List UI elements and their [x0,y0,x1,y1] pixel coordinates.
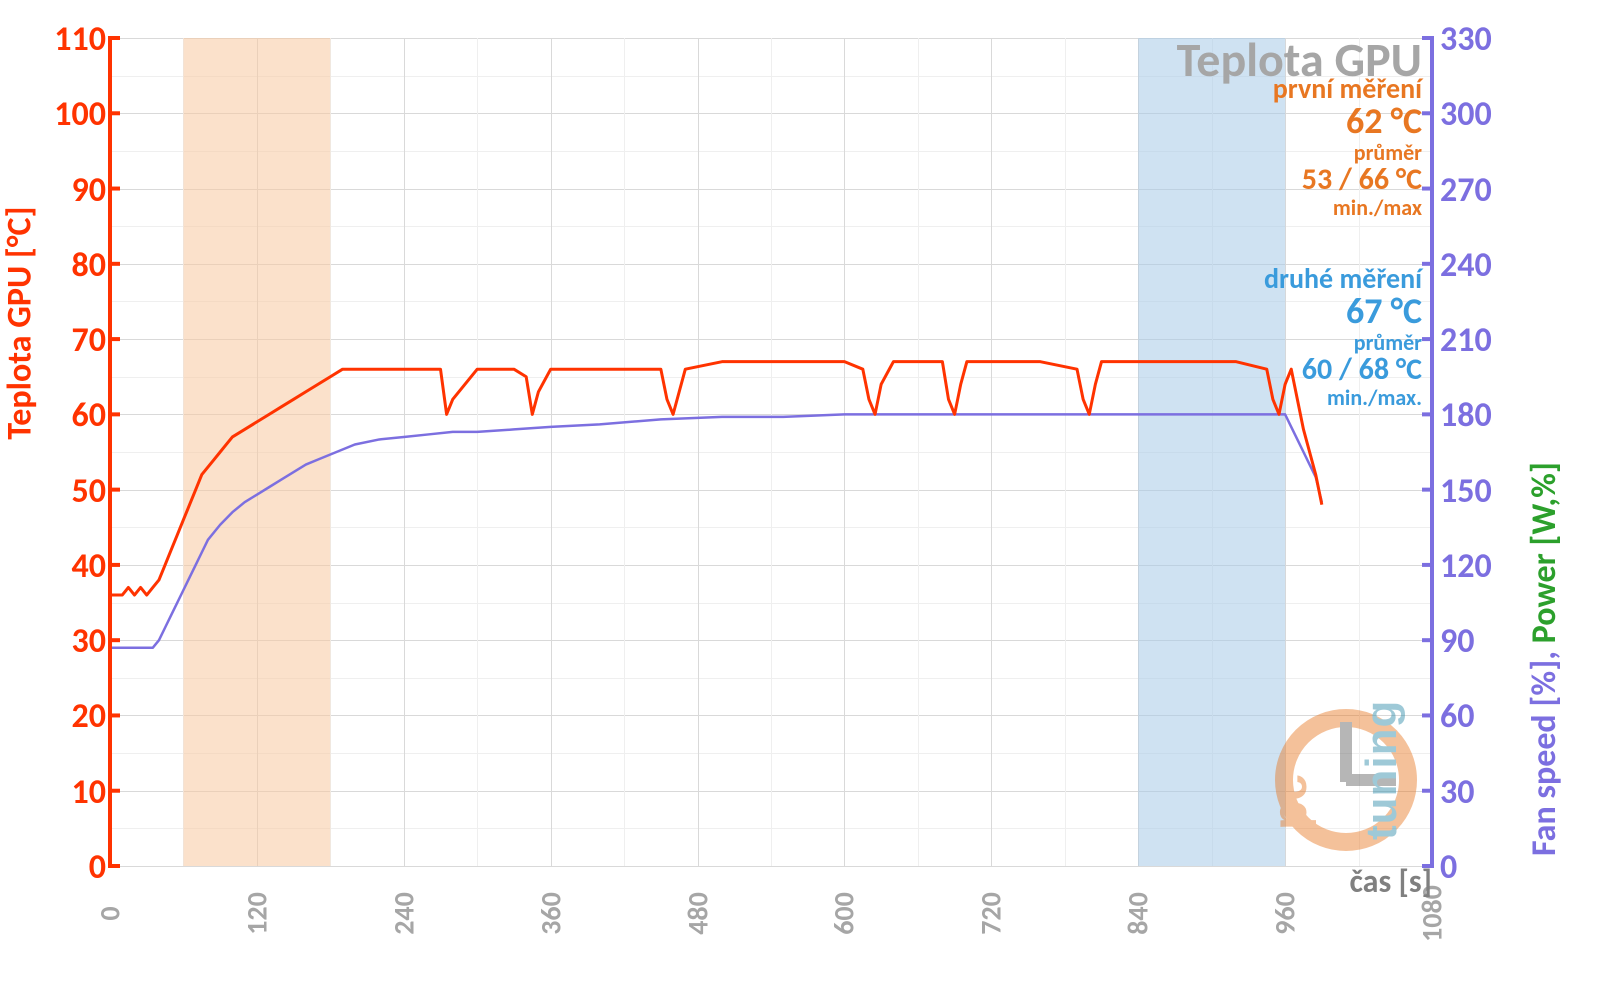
x-axis-label: čas [s] [1349,862,1432,901]
y-right-tick: 60 [1440,696,1474,737]
y-left-tick: 10 [72,772,106,813]
y-left-tick: 70 [72,320,106,361]
y-right-label-fan: Fan speed [%], [1524,643,1565,856]
svg-text:pc: pc [1264,774,1317,830]
y-right-tick: 90 [1440,621,1474,662]
stat-first-range: 53 / 66 °C [1273,164,1422,196]
stat-second-measurement: druhé měření 67 °C průměr 60 / 68 °C min… [1264,264,1422,409]
y-right-tick: 180 [1440,395,1492,436]
stat-second-avg: 67 °C [1264,293,1422,331]
x-tick: 480 [680,884,715,944]
y-right-tick: 0 [1440,847,1457,888]
y-left-tick: 50 [72,471,106,512]
x-tick: 840 [1121,884,1156,944]
logo-svg: pc tuning [1246,580,1426,860]
stat-first-avg: 62 °C [1273,103,1422,141]
stat-second-range-label: min./max. [1264,386,1422,409]
y-left-tick: 90 [72,170,106,211]
y-left-tick: 100 [54,94,106,135]
y-left-tick: 0 [89,847,106,888]
svg-text:tuning: tuning [1357,700,1406,840]
x-tick: 120 [239,884,274,944]
stat-second-range: 60 / 68 °C [1264,354,1422,386]
y-right-tick: 120 [1440,546,1492,587]
series-fan-line [110,414,1322,647]
y-right-label-power: Power [W,%] [1524,462,1565,643]
y-left-tick: 80 [72,245,106,286]
series-temp-line [110,362,1322,595]
x-tick: 720 [974,884,1009,944]
y-right-tick: 210 [1440,320,1492,361]
line-series [110,38,1432,866]
y-left-tick: 110 [54,19,106,60]
plot-area: pc tuning Teplota GPU první měření 62 °C… [110,38,1432,866]
y-left-axis-label: Teplota GPU [°C] [0,148,41,498]
y-right-tick: 150 [1440,471,1492,512]
y-left-tick: 20 [72,696,106,737]
y-right-tick: 240 [1440,245,1492,286]
stat-first-measurement: první měření 62 °C průměr 53 / 66 °C min… [1273,74,1422,219]
y-left-tick: 30 [72,621,106,662]
x-tick: 960 [1268,884,1303,944]
y-right-tick: 30 [1440,772,1474,813]
y-right-tick: 300 [1440,94,1492,135]
y-right-axis-label: Fan speed [%], Power [W,%] [1524,296,1565,856]
x-tick: 600 [827,884,862,944]
y-left-tick: 60 [72,395,106,436]
pctuning-logo: pc tuning [1246,580,1426,860]
chart-container: pc tuning Teplota GPU první měření 62 °C… [0,0,1600,1008]
y-right-tick: 330 [1440,19,1492,60]
x-tick: 0 [93,884,128,944]
y-right-tick: 270 [1440,170,1492,211]
x-tick: 240 [386,884,421,944]
y-left-tick: 40 [72,546,106,587]
stat-first-range-label: min./max [1273,196,1422,219]
x-tick: 360 [533,884,568,944]
